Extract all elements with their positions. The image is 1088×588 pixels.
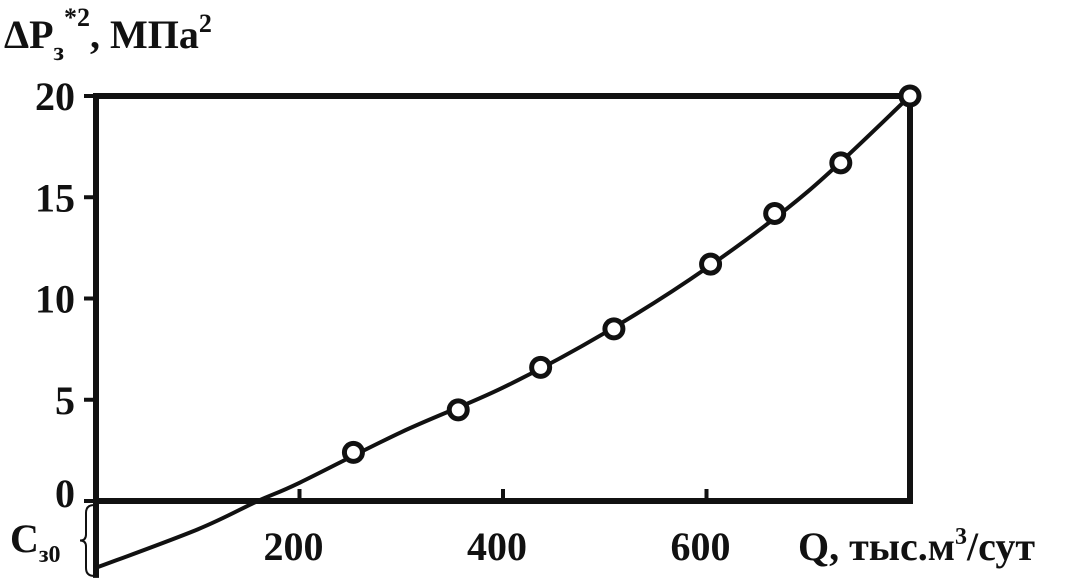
annotation: Cз0 [10, 516, 61, 568]
data-point [829, 151, 853, 175]
y-tick-label: 20 [35, 74, 75, 119]
x-tick-label: 200 [264, 524, 324, 569]
y-tick-label: 15 [35, 175, 75, 220]
x-axis-label: Q, тыс.м3/сут [798, 524, 1035, 569]
label-part: ΔP [4, 12, 54, 57]
data-point [529, 355, 553, 379]
label-part: 2 [199, 9, 212, 38]
label-part: C [10, 516, 39, 561]
data-point [602, 317, 626, 341]
x-tick-label: 600 [671, 524, 731, 569]
y-tick-label: 5 [55, 378, 75, 423]
label-part: Q, тыс.м [798, 524, 955, 569]
brace [79, 504, 95, 577]
y-tick-label: 0 [55, 471, 75, 516]
data-point [699, 252, 723, 276]
data-point [341, 440, 365, 464]
label-part: 3 [955, 524, 967, 550]
label-part: з [54, 37, 64, 66]
plot-frame [93, 93, 913, 504]
data-point [446, 398, 470, 422]
label-part: з0 [39, 542, 61, 568]
label-part: /сут [966, 524, 1035, 569]
label-part: *2 [64, 3, 90, 32]
y-axis-label: ΔPз*2, МПа2 [4, 3, 212, 66]
y-tick-label: 10 [35, 277, 75, 322]
label-part: , МПа [90, 12, 199, 57]
data-point [898, 84, 922, 108]
x-tick-label: 400 [467, 524, 527, 569]
data-point [763, 201, 787, 225]
